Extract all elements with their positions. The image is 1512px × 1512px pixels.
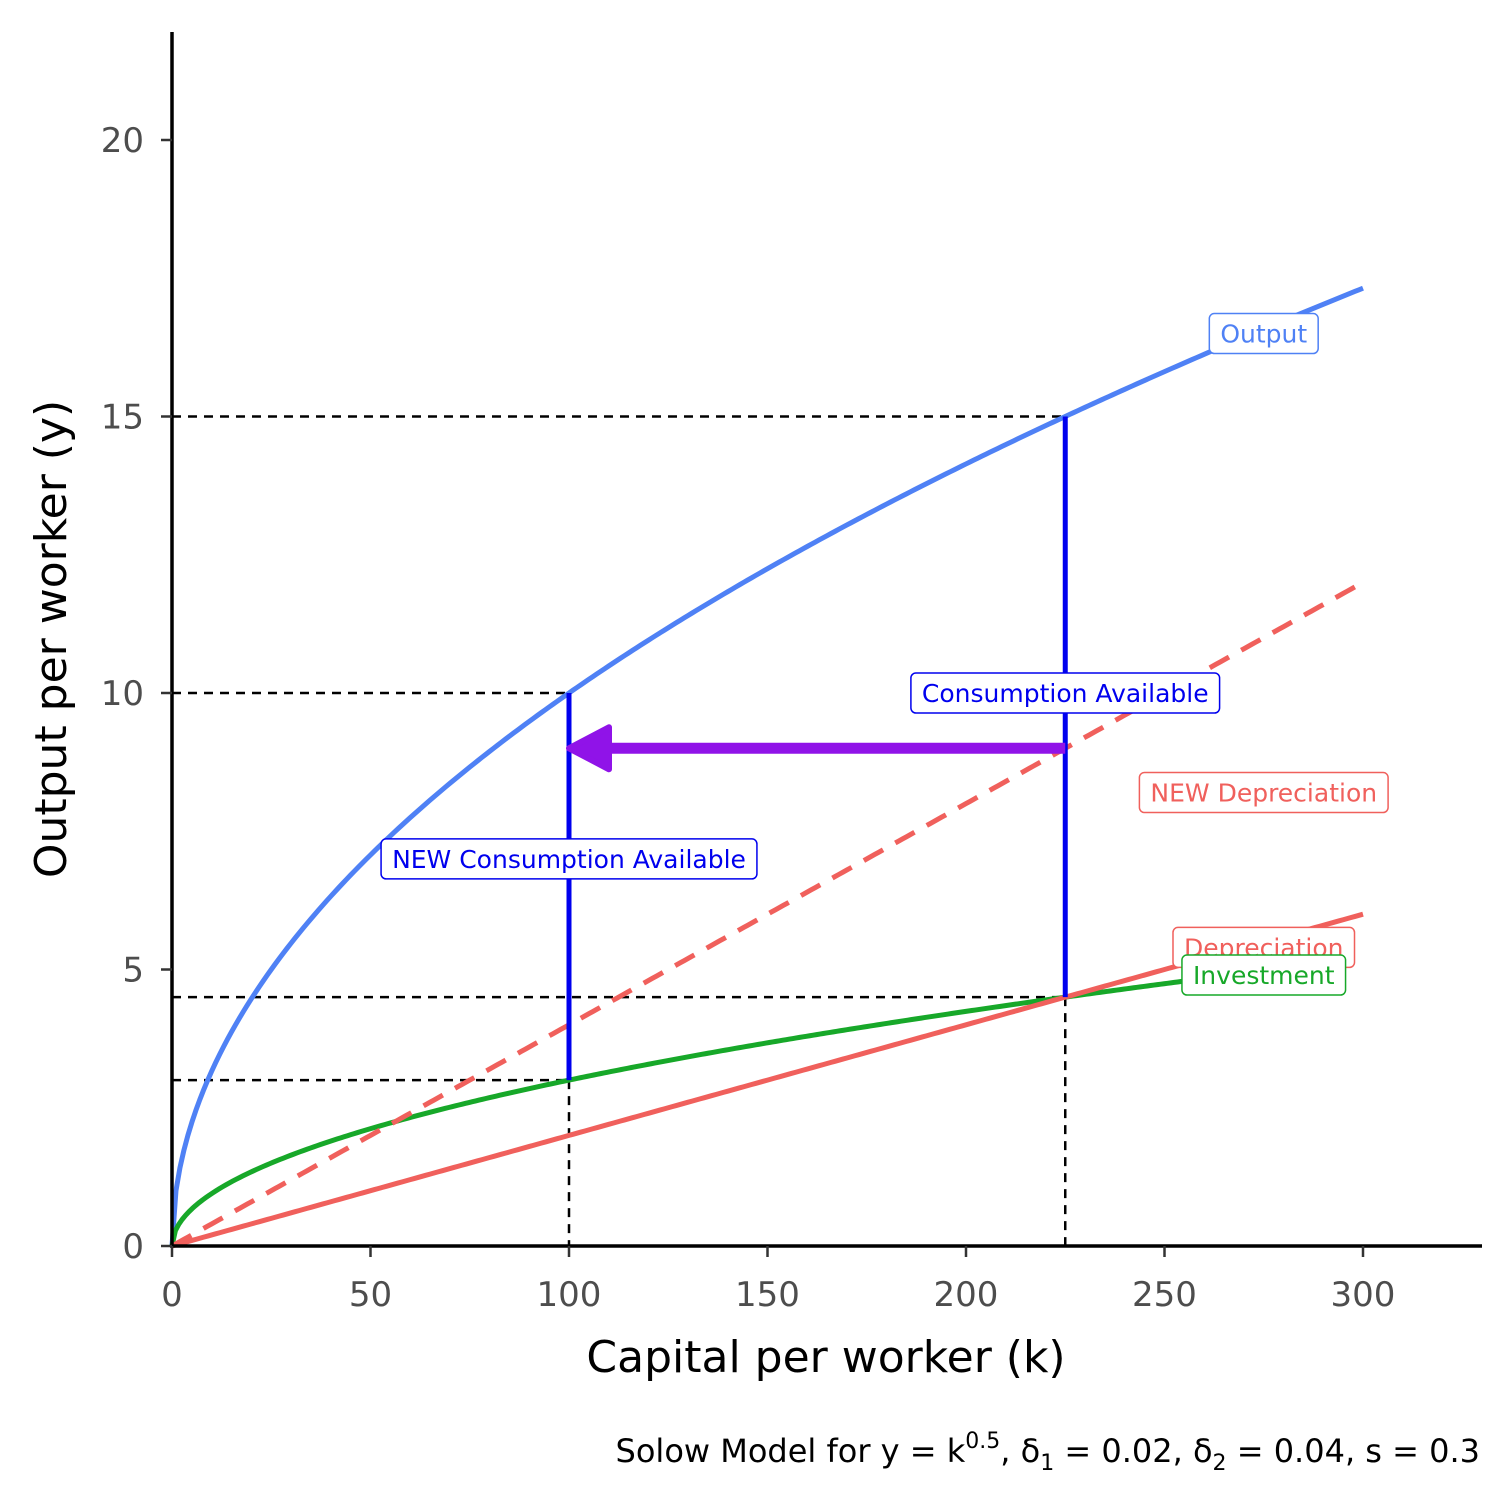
label-box [1138, 771, 1389, 814]
label-investment: Investment [1181, 954, 1347, 996]
y-tick-label: 20 [101, 121, 144, 161]
label-consumption-available: Consumption Available [910, 672, 1221, 714]
output-curve [169, 285, 1364, 1247]
label-box [1208, 312, 1319, 355]
label-box [380, 838, 758, 880]
curves [169, 285, 1365, 1249]
y-tick-label: 0 [122, 1227, 144, 1267]
x-tick-label: 300 [1331, 1275, 1396, 1315]
label-text: Investment [1193, 961, 1335, 990]
label-box [1181, 954, 1347, 996]
x-tick-label: 100 [537, 1275, 602, 1315]
label-box [910, 672, 1221, 714]
arrow-head [566, 724, 612, 773]
depreciation-curve [171, 911, 1364, 1249]
investment-curve [169, 978, 1185, 1247]
label-output: Output [1208, 312, 1319, 355]
axes [170, 32, 1482, 1248]
label-text: Output [1220, 320, 1307, 349]
x-tick-label: 0 [161, 1275, 183, 1315]
label-text: NEW Consumption Available [392, 845, 746, 874]
ticks: 0 50 100 150 200 250 300 0 5 10 15 20 [101, 121, 1396, 1315]
consumption-shift-arrow [566, 724, 1066, 773]
caption: Solow Model for y = k0.5, δ1 = 0.02, δ2 … [616, 1429, 1480, 1476]
label-new-consumption-available: NEW Consumption Available [380, 838, 758, 880]
x-axis-title: Capital per worker (k) [586, 1332, 1065, 1383]
x-tick-label: 150 [735, 1275, 800, 1315]
y-tick-label: 15 [101, 398, 144, 438]
x-tick-label: 50 [349, 1275, 392, 1315]
label-new-depreciation: NEW Depreciation [1138, 771, 1389, 814]
label-text: NEW Depreciation [1150, 779, 1377, 808]
y-axis-title: Output per worker (y) [26, 400, 77, 878]
x-tick-label: 200 [934, 1275, 999, 1315]
reference-lines [172, 415, 1067, 1246]
x-tick-label: 250 [1132, 1275, 1197, 1315]
label-text: Consumption Available [922, 679, 1209, 708]
y-tick-label: 5 [122, 951, 144, 991]
y-tick-label: 10 [101, 674, 144, 714]
